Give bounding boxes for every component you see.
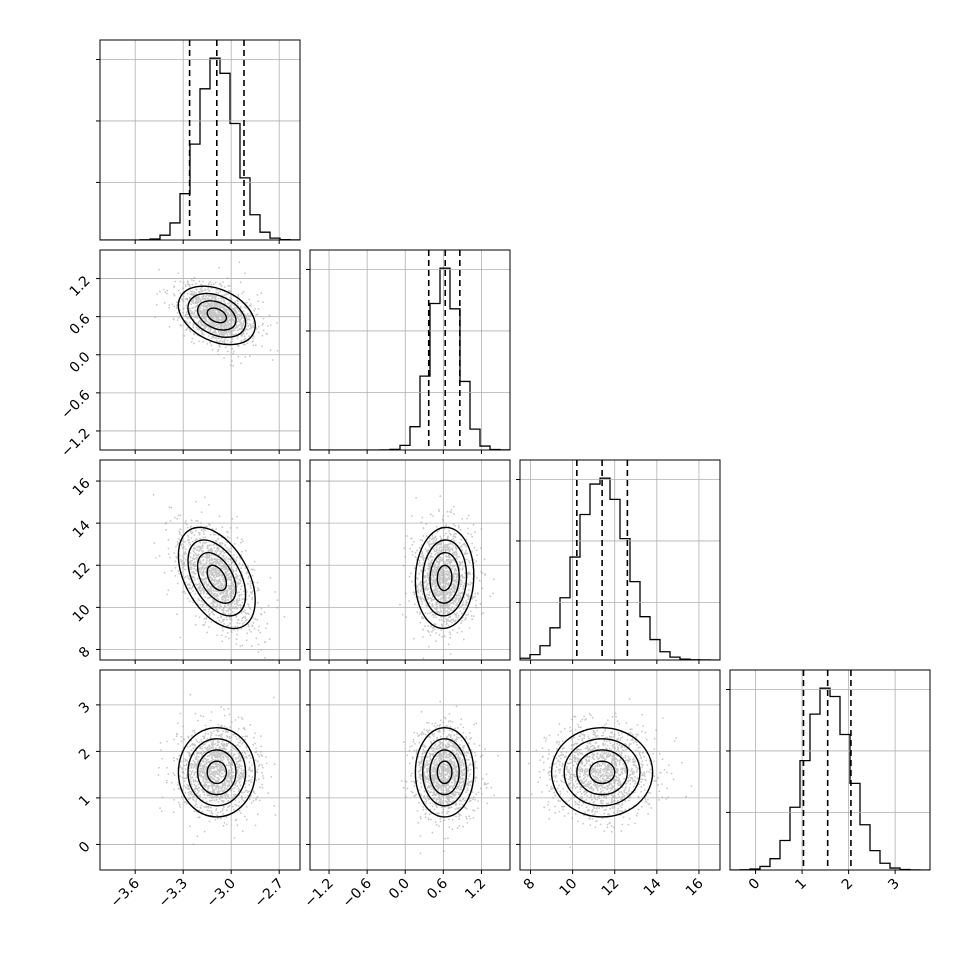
panel-plot-area — [100, 670, 300, 870]
contour-line — [436, 760, 453, 785]
y-tick-label: −1.2 — [58, 425, 93, 460]
panel-1-1 — [306, 249, 511, 454]
panel-plot-area — [100, 460, 300, 660]
x-tick-label: 1 — [792, 876, 810, 894]
contour-line — [421, 539, 468, 617]
scatter-points — [399, 495, 495, 660]
y-tick-label: 0.0 — [67, 349, 94, 376]
x-tick-label: −3.6 — [108, 875, 143, 910]
y-tick-label: 8 — [76, 644, 94, 662]
x-tick-label: −1.2 — [302, 876, 337, 911]
contour-line — [588, 760, 616, 785]
panel-plot-area — [520, 670, 720, 870]
y-tick-label: 1 — [76, 792, 94, 810]
panel-frame — [309, 249, 511, 451]
contour-line — [563, 738, 641, 807]
x-tick-label: 1.2 — [462, 876, 489, 903]
panel-0-0 — [96, 39, 301, 244]
contour-line — [206, 307, 228, 324]
y-tick-label: 0.6 — [67, 311, 94, 338]
scatter-points — [154, 261, 279, 367]
contour-line — [177, 285, 256, 346]
contour-line — [177, 526, 256, 630]
panel-frame — [519, 669, 721, 871]
x-tick-label: 0.6 — [424, 875, 451, 902]
panel-plot-area — [100, 250, 300, 450]
panel-frame — [99, 669, 301, 871]
panel-plot-area — [310, 670, 510, 870]
contour-line — [429, 749, 460, 796]
x-tick-label: 10 — [557, 876, 581, 900]
panel-plot-area — [310, 460, 510, 660]
y-tick-label: 3 — [76, 699, 94, 717]
x-tick-label: 14 — [641, 875, 665, 899]
panel-3-0: 0 1 2 3 −3.6 −3.3 −3.0 −2.7 — [76, 669, 301, 911]
contour-line — [196, 749, 237, 796]
contour-line — [196, 300, 237, 331]
x-tick-label: 8 — [521, 876, 539, 894]
panel-3-1: −1.2 −0.6 0.0 0.6 1.2 — [302, 669, 511, 911]
x-tick-label: 0.0 — [386, 876, 413, 903]
contour-line — [206, 564, 228, 592]
contour-line — [206, 760, 228, 785]
contour-line — [422, 738, 468, 807]
panel-plot-area — [100, 40, 300, 240]
x-tick-label: −3.0 — [204, 876, 239, 911]
y-tick-label: 12 — [70, 560, 94, 584]
scatter-points — [528, 698, 693, 849]
y-tick-label: 10 — [70, 602, 94, 626]
scatter-points — [152, 493, 286, 659]
panel-1-0: −1.2−0.6 0.0 0.6 1.2 — [58, 249, 301, 461]
panel-3-3: 0 1 2 3 — [726, 669, 931, 894]
x-tick-label: 0 — [746, 876, 764, 894]
y-tick-label: 16 — [70, 475, 94, 499]
panel-plot-area — [520, 460, 720, 660]
y-tick-label: 0 — [76, 839, 94, 857]
x-tick-label: −3.3 — [156, 876, 191, 911]
panel-frame — [99, 459, 301, 661]
x-tick-label: 16 — [683, 875, 707, 899]
histogram-step — [520, 477, 720, 660]
y-tick-label: 1.2 — [67, 273, 94, 300]
histogram-step — [310, 267, 510, 450]
contour-line — [414, 726, 475, 818]
histogram-step — [100, 57, 300, 240]
panel-2-2 — [516, 459, 721, 664]
panel-2-1 — [306, 459, 511, 664]
y-tick-label: 2 — [76, 746, 94, 764]
contour-line — [187, 738, 247, 807]
panel-plot-area — [310, 250, 510, 450]
panel-3-2: 8 10 12 14 16 — [516, 669, 721, 900]
x-tick-label: 2 — [839, 876, 857, 894]
histogram-step — [730, 687, 930, 870]
panel-2-0: 8 10 12 14 16 — [70, 459, 301, 664]
y-tick-label: −0.6 — [58, 387, 93, 422]
scatter-points — [157, 693, 277, 846]
contour-line — [550, 726, 654, 818]
x-tick-label: 12 — [599, 876, 623, 900]
y-tick-label: 14 — [70, 517, 94, 541]
contour-line — [196, 551, 237, 604]
contour-line — [576, 749, 629, 796]
panel-frame — [729, 669, 931, 871]
contour-line — [187, 292, 247, 339]
panel-frame — [519, 459, 721, 661]
contour-line — [177, 726, 256, 818]
panel-frame — [309, 459, 511, 661]
panel-frame — [309, 669, 511, 871]
contour-line — [414, 526, 475, 630]
panel-frame — [99, 249, 301, 451]
x-tick-label: −2.7 — [252, 876, 287, 911]
contour-line — [187, 539, 247, 617]
contour-line — [429, 551, 460, 604]
x-tick-label: −0.6 — [340, 875, 375, 910]
x-tick-label: 3 — [885, 876, 903, 894]
contour-line — [436, 564, 453, 592]
panel-plot-area — [730, 670, 930, 870]
panel-frame — [99, 39, 301, 241]
